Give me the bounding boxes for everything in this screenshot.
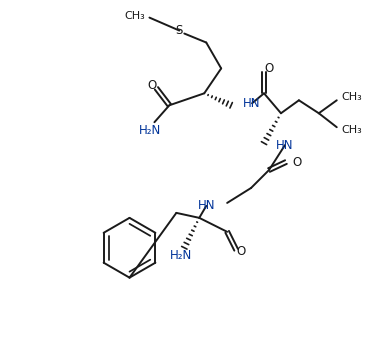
Text: O: O: [264, 62, 274, 75]
Text: CH₃: CH₃: [342, 125, 363, 135]
Text: HN: HN: [243, 97, 261, 110]
Text: H₂N: H₂N: [139, 124, 161, 137]
Text: S: S: [176, 24, 183, 37]
Text: CH₃: CH₃: [342, 92, 363, 102]
Text: HN: HN: [198, 199, 215, 212]
Text: O: O: [236, 245, 246, 258]
Text: H₂N: H₂N: [170, 249, 192, 262]
Text: HN: HN: [276, 139, 294, 152]
Text: O: O: [292, 156, 301, 168]
Text: O: O: [148, 79, 157, 92]
Text: CH₃: CH₃: [125, 10, 145, 21]
